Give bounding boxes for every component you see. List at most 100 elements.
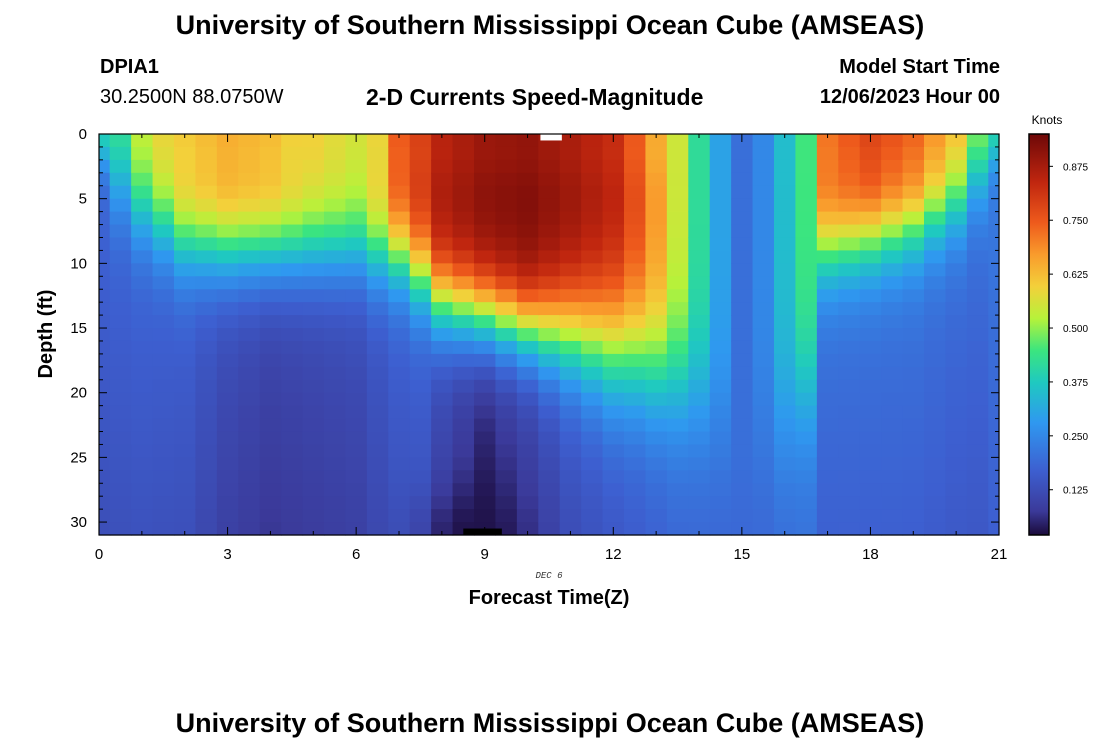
x-tick-label: 3: [223, 546, 231, 563]
heatmap-cell: [731, 146, 754, 161]
heatmap-cell: [259, 379, 282, 394]
heatmap-cell: [838, 146, 861, 161]
heatmap-cell: [474, 366, 497, 381]
heatmap-cell: [559, 224, 582, 239]
heatmap-cell: [431, 289, 454, 303]
heatmap-cell: [688, 522, 711, 536]
heatmap-cell: [195, 302, 218, 316]
heatmap-cell: [174, 302, 197, 316]
heatmap-cell: [645, 172, 668, 187]
heatmap-cell: [131, 470, 154, 484]
y-axis-label: Depth (ft): [35, 290, 57, 379]
heatmap-cells: [99, 134, 1000, 536]
heatmap-cell: [816, 250, 839, 264]
heatmap-cell: [538, 470, 561, 484]
heatmap-cell: [924, 250, 947, 264]
heatmap-cell: [409, 379, 432, 394]
heatmap-cell: [452, 315, 475, 329]
heatmap-cell: [152, 159, 175, 174]
heatmap-cell: [516, 431, 539, 446]
heatmap-cell: [152, 483, 175, 497]
heatmap-cell: [99, 470, 111, 484]
chart-subtitle: 2-D Currents Speed-Magnitude: [366, 84, 704, 110]
heatmap-cell: [195, 496, 218, 510]
heatmap-cell: [624, 289, 647, 303]
heatmap-cell: [238, 302, 261, 316]
heatmap-cell: [881, 211, 904, 226]
heatmap-cell: [709, 328, 732, 342]
heatmap-cell: [174, 509, 197, 523]
heatmap-cell: [838, 328, 861, 342]
heatmap-cell: [216, 224, 239, 239]
heatmap-cell: [495, 470, 518, 484]
heatmap-cell: [816, 457, 839, 471]
heatmap-cell: [602, 405, 625, 420]
heatmap-cell: [988, 328, 1000, 342]
heatmap-cell: [795, 418, 818, 433]
heatmap-cell: [345, 405, 368, 420]
heatmap-cell: [474, 211, 497, 226]
heatmap-cell: [238, 276, 261, 290]
heatmap-cell: [881, 276, 904, 290]
heatmap-cell: [109, 185, 132, 200]
heatmap-cell: [859, 405, 882, 420]
heatmap-cell: [709, 172, 732, 187]
heatmap-cell: [816, 522, 839, 536]
heatmap-cell: [731, 224, 754, 239]
heatmap-cell: [238, 328, 261, 342]
heatmap-cell: [924, 340, 947, 355]
y-tick-label: 25: [70, 449, 87, 466]
heatmap-cell: [131, 392, 154, 407]
heatmap-cell: [559, 405, 582, 420]
heatmap-cell: [688, 379, 711, 394]
heatmap-cell: [238, 457, 261, 471]
heatmap-cell: [388, 289, 411, 303]
heatmap-cell: [516, 159, 539, 174]
heatmap-cell: [366, 250, 389, 264]
heatmap-cell: [195, 340, 218, 355]
heatmap-cell: [881, 340, 904, 355]
heatmap-cell: [216, 315, 239, 329]
heatmap-cell: [431, 431, 454, 446]
heatmap-cell: [731, 250, 754, 264]
heatmap-cell: [859, 224, 882, 239]
heatmap-cell: [345, 328, 368, 342]
heatmap-cell: [902, 392, 925, 407]
heatmap-cell: [731, 366, 754, 381]
heatmap-cell: [795, 366, 818, 381]
heatmap-cell: [281, 289, 304, 303]
heatmap-cell: [409, 185, 432, 200]
heatmap-cell: [152, 431, 175, 446]
heatmap-cell: [624, 146, 647, 161]
heatmap-cell: [99, 418, 111, 433]
heatmap-cell: [924, 328, 947, 342]
heatmap-cell: [216, 405, 239, 420]
heatmap-cell: [431, 340, 454, 355]
model-start-label: Model Start Time: [839, 56, 1000, 78]
heatmap-cell: [474, 172, 497, 187]
heatmap-cell: [559, 366, 582, 381]
heatmap-cell: [666, 198, 689, 213]
heatmap-cell: [816, 289, 839, 303]
heatmap-cell: [688, 328, 711, 342]
heatmap-cell: [366, 263, 389, 277]
heatmap-cell: [645, 509, 668, 523]
heatmap-cell: [174, 418, 197, 433]
heatmap-cell: [388, 340, 411, 355]
heatmap-cell: [345, 185, 368, 200]
heatmap-cell: [624, 509, 647, 523]
heatmap-cell: [902, 172, 925, 187]
heatmap-cell: [816, 496, 839, 510]
heatmap-cell: [345, 418, 368, 433]
heatmap-cell: [409, 263, 432, 277]
heatmap-cell: [538, 483, 561, 497]
heatmap-cell: [495, 496, 518, 510]
heatmap-cell: [538, 496, 561, 510]
heatmap-cell: [281, 250, 304, 264]
heatmap-cell: [859, 457, 882, 471]
heatmap-cell: [131, 366, 154, 381]
heatmap-cell: [366, 392, 389, 407]
heatmap-cell: [366, 496, 389, 510]
heatmap-cell: [495, 263, 518, 277]
heatmap-cell: [259, 237, 282, 252]
